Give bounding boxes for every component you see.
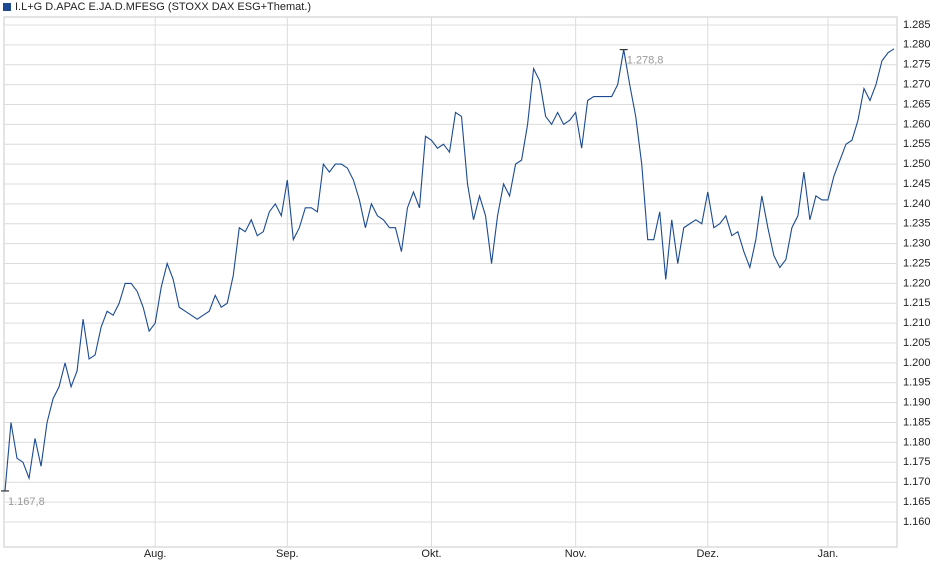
value-label: 1.167,8 — [8, 496, 45, 508]
y-tick-label: 1.225 — [903, 257, 931, 269]
y-tick-label: 1.185 — [903, 416, 931, 428]
y-tick-label: 1.200 — [903, 357, 931, 369]
x-tick-label: Nov. — [565, 548, 587, 560]
x-tick-label: Jan. — [818, 548, 839, 560]
y-tick-label: 1.255 — [903, 138, 931, 150]
y-tick-label: 1.275 — [903, 59, 931, 71]
y-tick-label: 1.205 — [903, 337, 931, 349]
y-tick-label: 1.175 — [903, 456, 931, 468]
y-tick-label: 1.280 — [903, 39, 931, 51]
y-tick-label: 1.195 — [903, 377, 931, 389]
y-tick-label: 1.180 — [903, 436, 931, 448]
y-tick-label: 1.250 — [903, 158, 931, 170]
x-tick-label: Sep. — [276, 548, 299, 560]
y-tick-label: 1.190 — [903, 397, 931, 409]
y-tick-label: 1.265 — [903, 98, 931, 110]
y-tick-label: 1.245 — [903, 178, 931, 190]
value-label: 1.278,8 — [627, 55, 664, 67]
price-line — [4, 48, 895, 491]
y-tick-label: 1.235 — [903, 218, 931, 230]
plot-frame — [3, 16, 898, 548]
y-tick-label: 1.210 — [903, 317, 931, 329]
y-tick-label: 1.240 — [903, 198, 931, 210]
y-tick-label: 1.230 — [903, 238, 931, 250]
y-tick-label: 1.270 — [903, 78, 931, 90]
y-tick-label: 1.160 — [903, 516, 931, 528]
y-tick-label: 1.215 — [903, 297, 931, 309]
legend-entry: I.L+G D.APAC E.JA.D.MFESG (STOXX DAX ESG… — [15, 1, 311, 13]
y-tick-label: 1.260 — [903, 118, 931, 130]
y-tick-label: 1.220 — [903, 277, 931, 289]
y-tick-label: 1.165 — [903, 496, 931, 508]
y-tick-label: 1.285 — [903, 19, 931, 31]
x-tick-label: Okt. — [421, 548, 441, 560]
y-tick-label: 1.170 — [903, 476, 931, 488]
x-tick-label: Dez. — [696, 548, 719, 560]
legend-swatch — [3, 3, 11, 11]
x-tick-label: Aug. — [144, 548, 167, 560]
